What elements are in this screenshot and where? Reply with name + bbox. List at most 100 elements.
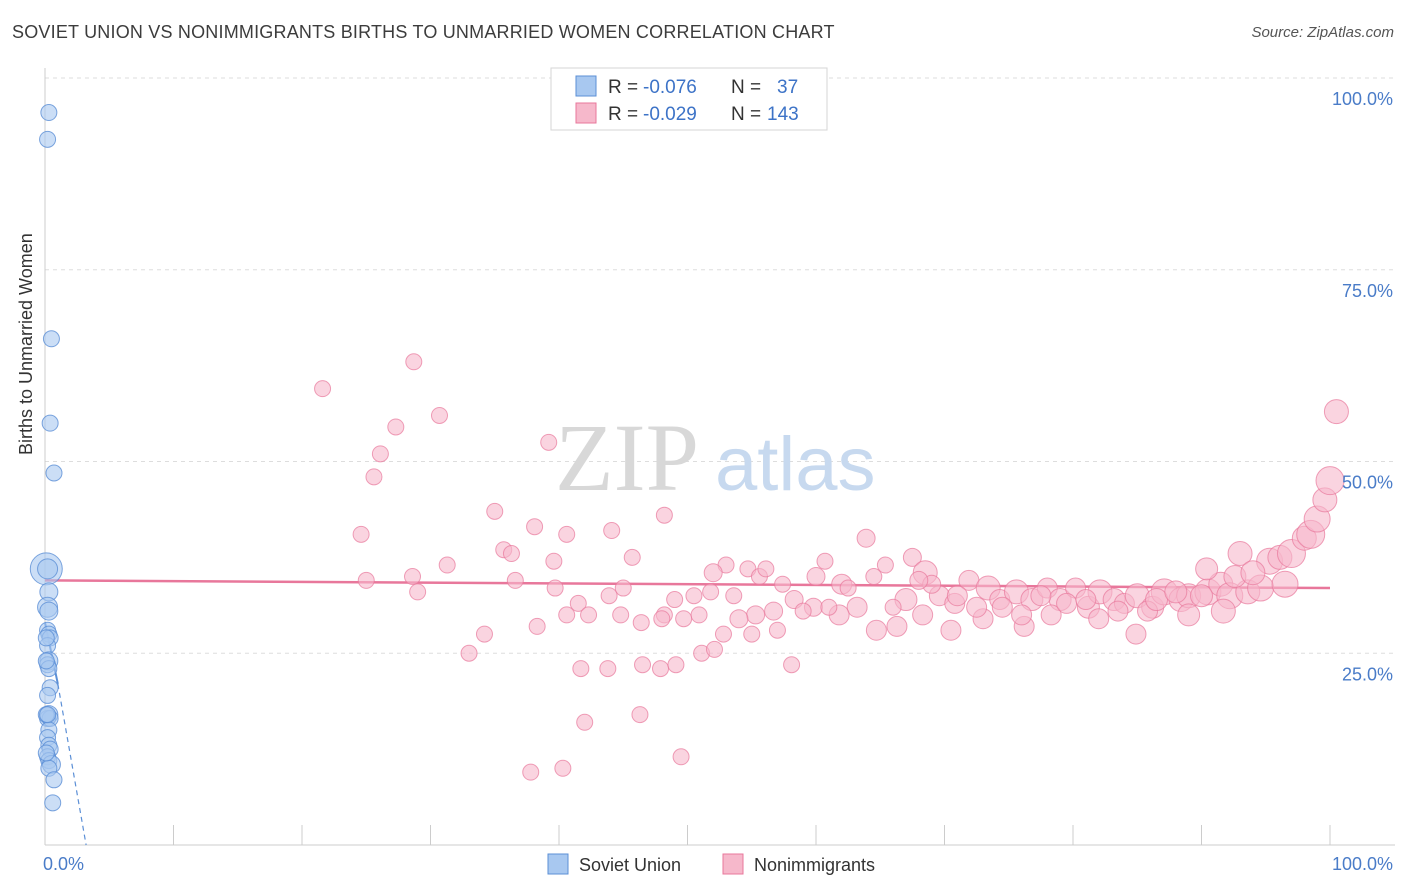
nonimmigrants-point [569,594,587,612]
soviet-union-point [37,652,55,670]
nonimmigrants-point [991,596,1013,618]
nonimmigrants-point [1075,589,1097,611]
nonimmigrants-point [1125,623,1147,645]
nonimmigrants-point [545,552,563,570]
nonimmigrants-point [1011,604,1033,626]
nonimmigrants-point [909,570,929,590]
nonimmigrants-point [703,563,723,583]
nonimmigrants-points [314,353,1349,781]
legend-swatch-soviet [575,75,597,97]
soviet-union-point [39,686,57,704]
nonimmigrants-point [528,617,546,635]
nonimmigrants-point [599,660,617,678]
nonimmigrants-point [600,587,618,605]
nonimmigrants-point [912,604,934,626]
soviet-union-points [29,104,63,812]
soviet-union-trend-extension [57,683,87,846]
nonimmigrants-point [1195,557,1219,581]
tick-labels: 25.0% 50.0% 75.0% 100.0% 0.0% 100.0% [43,89,1393,874]
nonimmigrants-point [612,606,630,624]
nonimmigrants-point [865,568,883,586]
soviet-union-point [37,744,55,762]
nonimmigrants-point [839,579,857,597]
nonimmigrants-point [404,568,422,586]
legend-n-value: 143 [767,104,799,125]
nonimmigrants-point [672,748,690,766]
nonimmigrants-point [371,445,389,463]
nonimmigrants-point [365,468,383,486]
legend-n-value: 37 [777,77,798,98]
nonimmigrants-point [865,619,887,641]
nonimmigrants-point [352,525,370,543]
nonimmigrants-point [623,548,641,566]
nonimmigrants-point [357,571,375,589]
soviet-union-point [39,706,57,724]
nonimmigrants-point [886,615,908,637]
nonimmigrants-point [666,591,684,609]
soviet-union-point [44,794,62,812]
nonimmigrants-point [1145,588,1169,612]
nonimmigrants-point [1030,585,1052,607]
nonimmigrants-point [546,579,564,597]
nonimmigrants-point [506,571,524,589]
nonimmigrants-point [675,610,693,628]
nonimmigrants-point [522,763,540,781]
y-tick-label: 100.0% [1332,89,1393,109]
soviet-union-point [37,558,59,580]
bottom-legend-label-nonimm[interactable]: Nonimmigrants [754,855,875,875]
correlation-legend: R = -0.076 N = 37 R = -0.029 N = 143 [550,67,828,131]
nonimmigrants-point [580,606,598,624]
nonimmigrants-point [1088,608,1110,630]
bottom-legend-label-soviet[interactable]: Soviet Union [579,855,681,875]
nonimmigrants-point [526,518,544,536]
nonimmigrants-point [558,606,576,624]
watermark-zip: ZIP [555,404,699,511]
nonimmigrants-point [702,583,720,601]
legend-r-label: R = [608,104,643,125]
nonimmigrants-point [725,587,743,605]
nonimmigrants-point [1240,560,1266,586]
series-legend: Soviet Union Nonimmigrants [547,853,875,875]
nonimmigrants-point [705,640,723,658]
legend-frame [550,67,828,131]
nonimmigrants-point [1177,603,1201,627]
nonimmigrants-point [652,660,670,678]
soviet-union-point [39,601,59,621]
nonimmigrants-point [816,552,834,570]
nonimmigrants-point [572,660,590,678]
legend-r-label: R = [608,77,643,98]
nonimmigrants-point [1107,600,1129,622]
nonimmigrants-point [764,601,784,621]
soviet-union-point [45,464,63,482]
watermark: ZIP atlas [555,404,876,511]
nonimmigrants-point [757,560,775,578]
bottom-legend-swatch-soviet[interactable] [547,853,569,875]
nonimmigrants-point [576,713,594,731]
nonimmigrants-point [820,598,838,616]
nonimmigrants-point [685,587,703,605]
soviet-union-point [39,130,57,148]
nonimmigrants-point [884,598,902,616]
nonimmigrants-point [653,610,671,628]
nonimmigrants-point [409,583,427,601]
nonimmigrants-point [387,418,405,436]
x-tick-label: 0.0% [43,854,84,874]
watermark-atlas: atlas [715,422,876,507]
nonimmigrants-point [667,656,685,674]
nonimmigrants-point [902,547,922,567]
nonimmigrants-point [1271,570,1299,598]
nonimmigrants-point [558,525,576,543]
nonimmigrants-point [486,502,504,520]
nonimmigrants-point [946,585,968,607]
nonimmigrants-point [846,596,868,618]
soviet-union-point [37,629,55,647]
y-tick-label: 75.0% [1342,281,1393,301]
bottom-legend-swatch-nonimm[interactable] [722,853,744,875]
legend-n-label: N = [731,77,766,98]
nonimmigrants-point [806,567,826,587]
nonimmigrants-point [714,625,732,643]
nonimmigrants-point [1056,592,1078,614]
soviet-union-point [40,104,58,122]
nonimmigrants-point [655,506,673,524]
source-label: Source: ZipAtlas.com [1251,24,1394,41]
